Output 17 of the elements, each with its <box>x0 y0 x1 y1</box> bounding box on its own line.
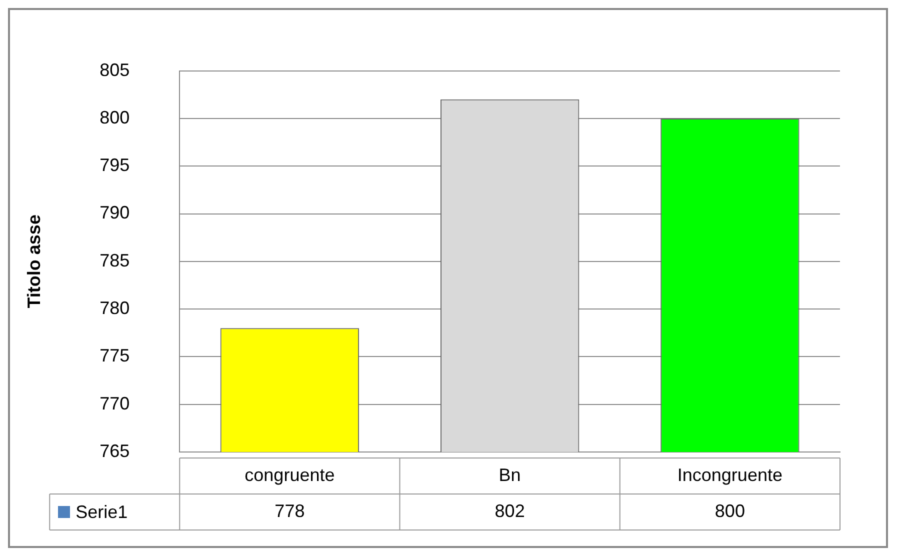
y-tick-label: 780 <box>100 298 130 318</box>
x-tick-label: Bn <box>498 464 521 485</box>
y-axis-title: Titolo asse <box>24 214 44 308</box>
x-tick-label: congruente <box>244 464 335 485</box>
data-label: 778 <box>274 500 305 521</box>
y-tick-label: 800 <box>100 107 130 128</box>
y-tick-label: 790 <box>100 202 130 223</box>
y-tick-label: 775 <box>100 346 130 366</box>
y-tick-label: 785 <box>100 250 130 270</box>
data-label: 800 <box>714 500 745 521</box>
y-tick-label: 805 <box>100 60 130 80</box>
y-tick-label: 765 <box>100 440 130 461</box>
text: Serie1 <box>76 501 128 523</box>
data-label: 802 <box>494 500 525 521</box>
y-tick-label: 795 <box>100 155 130 176</box>
x-tick-label: Incongruente <box>677 464 782 485</box>
y-tick-label: 770 <box>100 393 130 414</box>
